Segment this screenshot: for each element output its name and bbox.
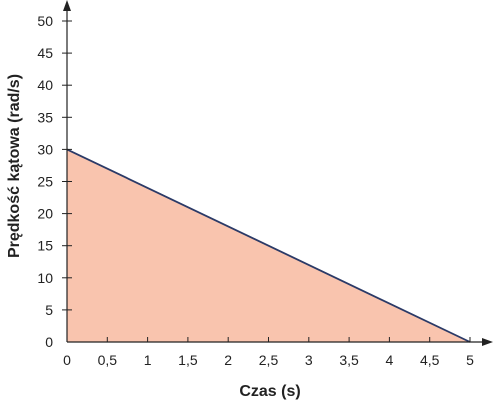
y-tick-label: 0 [45,334,53,350]
y-tick-label: 10 [37,270,53,286]
y-tick-label: 50 [37,13,53,29]
x-tick-label: 0 [63,352,71,368]
x-axis-title: Czas (s) [239,383,300,400]
y-tick-label: 15 [37,238,53,254]
x-tick-label: 1 [144,352,152,368]
x-tick-label: 1,5 [178,352,198,368]
series-line [66,148,471,343]
x-tick-label: 2,5 [259,352,279,368]
y-tick-label: 45 [37,45,53,61]
y-tick-label: 35 [37,109,53,125]
x-tick-label: 2 [224,352,232,368]
x-tick-label: 5 [466,352,474,368]
ticks: 0 0,5 1 1,5 2 2,5 3 3,5 4 4,5 50510152025303540455… [37,13,474,368]
plot-area [66,148,471,343]
y-axis-title: Prędkość kątowa (rad/s) [6,74,23,258]
y-tick-label: 25 [37,174,53,190]
y-axis-arrow [63,0,71,11]
y-tick-label: 5 [45,302,53,318]
y-tick-label: 20 [37,206,53,222]
x-tick-label: 4,5 [420,352,440,368]
y-tick-label: 30 [37,141,53,157]
x-axis-arrow [482,338,493,346]
axes [63,0,493,346]
x-tick-label: 0,5 [98,352,118,368]
y-tick-label: 40 [37,77,53,93]
x-tick-label: 3 [305,352,313,368]
x-tick-label: 3,5 [339,352,359,368]
x-tick-label: 4 [386,352,394,368]
